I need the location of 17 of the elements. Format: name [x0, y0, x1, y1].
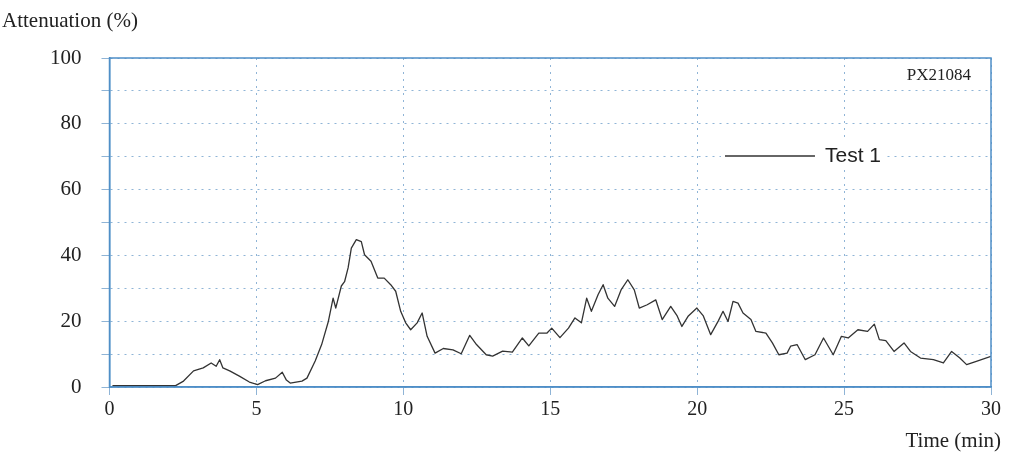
y-tick-label: 60	[60, 176, 82, 201]
legend-label: Test 1	[824, 142, 881, 166]
x-tick-label: 10	[393, 397, 414, 420]
annotation: PX21084	[906, 65, 972, 85]
x-tick-label: 20	[687, 397, 708, 420]
y-tick-label: 40	[60, 241, 82, 266]
y-tick-label: 80	[60, 110, 82, 135]
y-tick-label: 20	[60, 307, 82, 332]
x-axis-title: Time (min)	[905, 428, 1001, 453]
x-tick-label: 5	[251, 397, 262, 420]
y-axis-title: Attenuation (%)	[2, 8, 138, 33]
x-tick-label: 25	[834, 397, 855, 420]
y-tick-label: 100	[50, 44, 82, 69]
x-tick-label: 0	[104, 397, 115, 420]
x-tick-label: 15	[540, 397, 561, 420]
y-tick-label: 0	[71, 373, 82, 398]
x-tick-label: 30	[981, 397, 1001, 420]
